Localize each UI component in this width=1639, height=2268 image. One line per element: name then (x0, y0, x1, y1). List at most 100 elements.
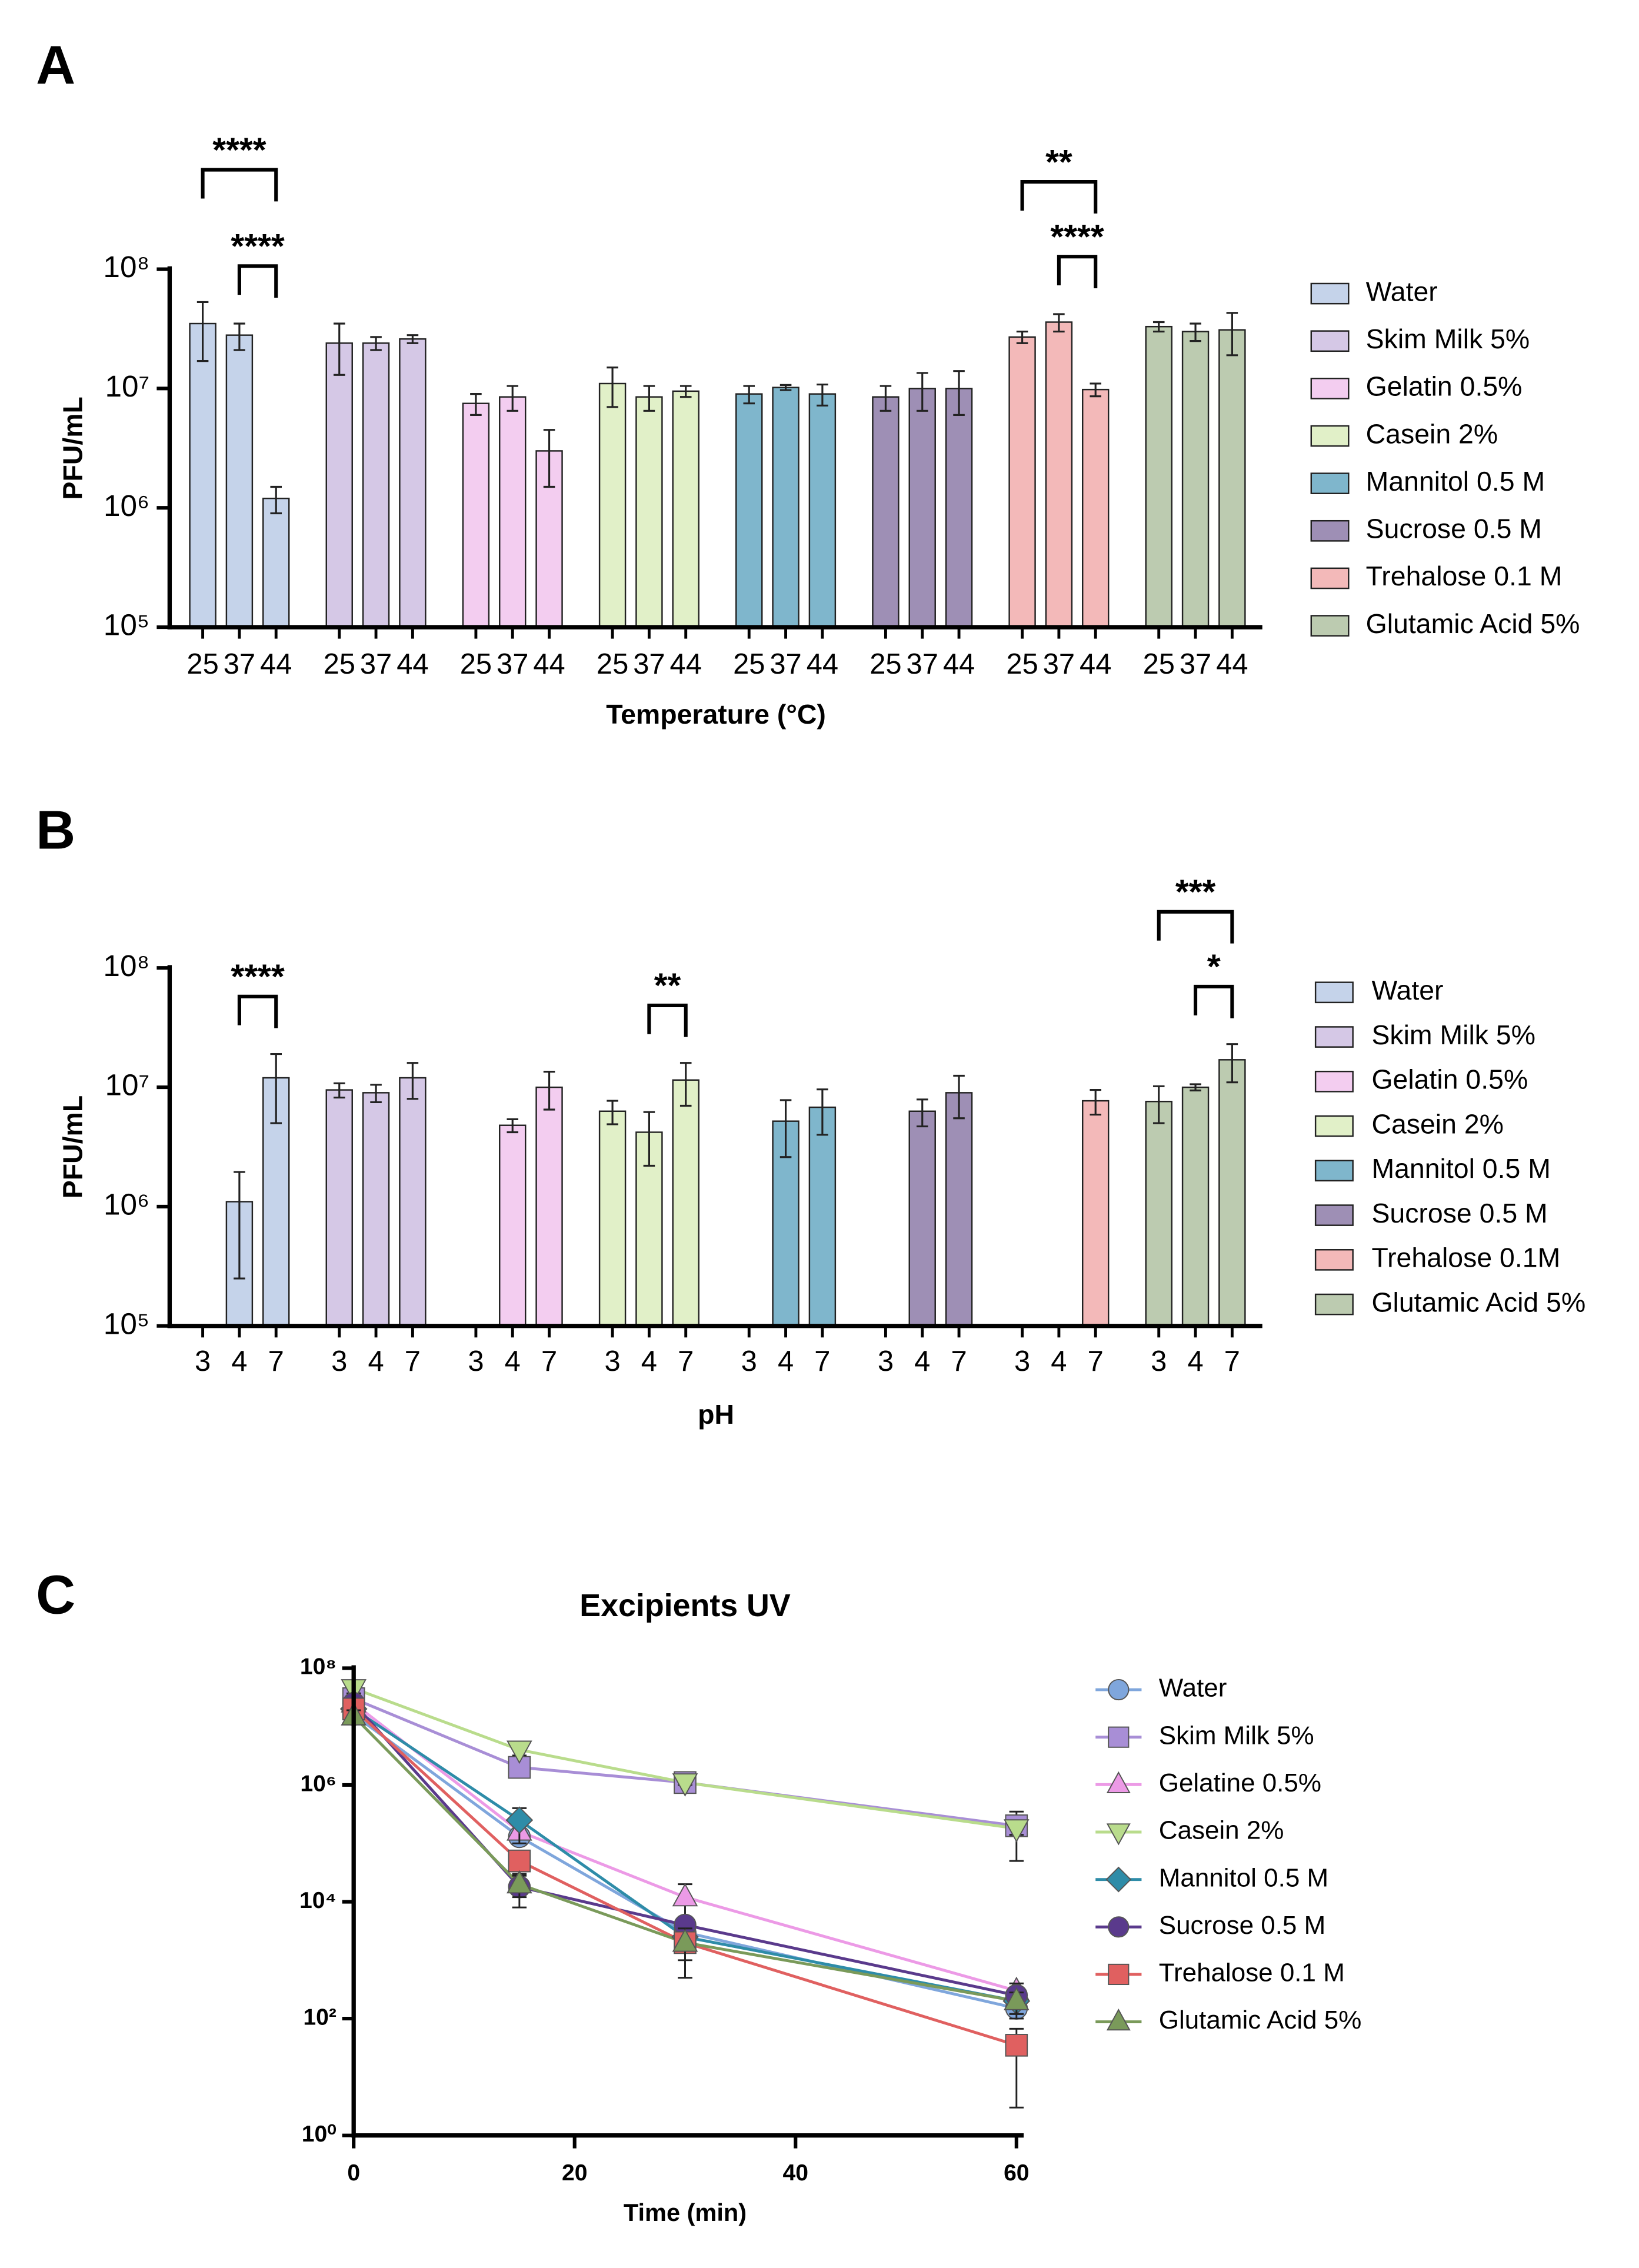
bar (945, 388, 973, 628)
x-tick-label: 20 (562, 2160, 587, 2186)
marker (672, 1928, 698, 1952)
y-tick-label: 10⁷ (105, 369, 150, 403)
significance-label: ** (654, 967, 681, 1005)
x-tick-label: 4 (1187, 1346, 1203, 1377)
bar (872, 396, 900, 628)
x-tick-label: 3 (468, 1346, 484, 1377)
legend-swatch (1314, 1115, 1354, 1137)
significance-label: **** (212, 131, 266, 169)
bar (535, 1086, 563, 1327)
significance-label: **** (1050, 218, 1104, 256)
legend-label: Glutamic Acid 5% (1159, 2006, 1362, 2034)
x-tick-label: 37 (224, 648, 255, 680)
bar (672, 1079, 699, 1327)
legend-label: Skim Milk 5% (1159, 1721, 1314, 1750)
bar (1082, 388, 1110, 628)
marker (1108, 1678, 1130, 1701)
x-tick-label: 3 (604, 1346, 620, 1377)
y-axis-label: PFU/mL (57, 397, 88, 499)
significance-bracket (1194, 984, 1234, 1018)
marker (672, 1773, 698, 1797)
legend-swatch (1314, 1249, 1354, 1271)
series-line (352, 1707, 1017, 2003)
x-tick-label: 3 (741, 1346, 757, 1377)
legend-label: Skim Milk 5% (1371, 1020, 1535, 1050)
bar (1145, 325, 1172, 628)
y-tick-label: 10⁸ (103, 250, 149, 284)
bar (672, 390, 699, 628)
bar (462, 402, 490, 628)
legend-swatch (1310, 425, 1350, 447)
marker (508, 1849, 531, 1873)
legend-label: Gelatine 0.5% (1159, 1769, 1321, 1797)
y-tick-label: 10⁸ (103, 949, 149, 983)
x-tick-label: 3 (331, 1346, 347, 1377)
x-tick-label: 37 (360, 648, 392, 680)
y-tick-label: 10⁰ (302, 2122, 337, 2147)
x-tick-label: 7 (1224, 1346, 1240, 1377)
x-tick-label: 44 (397, 648, 428, 680)
legend-label: Trehalose 0.1M (1371, 1243, 1560, 1273)
bar (1082, 1100, 1110, 1327)
y-tick-label: 10⁴ (299, 1888, 337, 1913)
bar (262, 497, 290, 628)
legend-label: Sucrose 0.5 M (1366, 514, 1542, 544)
marker (1106, 1771, 1131, 1794)
significance-bracket (1057, 255, 1098, 288)
legend-label: Gelatin 0.5% (1366, 371, 1523, 402)
bar (808, 1106, 837, 1327)
x-tick-label: 3 (1014, 1346, 1030, 1377)
marker (672, 1883, 698, 1907)
significance-label: **** (231, 958, 284, 996)
bar (908, 388, 936, 628)
x-tick-label: 7 (951, 1346, 967, 1377)
x-tick-label: 4 (505, 1346, 521, 1377)
series-line (353, 1697, 1017, 1827)
x-tick-label: 4 (914, 1346, 930, 1377)
x-axis-label: Temperature (°C) (606, 699, 826, 730)
significance-bracket (201, 168, 278, 202)
bar (772, 387, 799, 628)
marker (1003, 1819, 1030, 1843)
x-tick-label: 4 (778, 1346, 794, 1377)
x-tick-label: 44 (943, 648, 975, 680)
series-line (352, 1707, 1017, 2047)
legend-label: Mannitol 0.5 M (1371, 1153, 1550, 1184)
legend-swatch (1310, 378, 1350, 399)
series-line (352, 1702, 1017, 1997)
marker (507, 1870, 532, 1894)
x-tick-label: 25 (1143, 648, 1175, 680)
series-line (352, 1702, 1017, 1993)
legend-swatch (1314, 1293, 1354, 1315)
bar (399, 1077, 427, 1327)
x-tick-label: 37 (497, 648, 528, 680)
series-line (352, 1715, 1017, 2003)
legend-swatch (1310, 519, 1350, 542)
x-tick-label: 37 (1043, 648, 1075, 680)
legend-label: Casein 2% (1366, 418, 1498, 449)
marker (1106, 1823, 1131, 1846)
series-line (353, 1687, 1017, 1830)
x-axis-label: pH (698, 1399, 734, 1430)
x-tick-label: 44 (670, 648, 702, 680)
y-tick-label: 10⁶ (104, 1187, 149, 1221)
marker (1108, 1916, 1130, 1938)
bar (399, 338, 427, 628)
legend-swatch (1310, 472, 1350, 494)
bar (362, 1092, 390, 1327)
x-tick-label: 37 (907, 648, 938, 680)
bar (362, 342, 390, 628)
legend-label: Mannitol 0.5 M (1366, 466, 1545, 497)
x-tick-label: 44 (807, 648, 838, 680)
legend-label: Casein 2% (1159, 1816, 1284, 1845)
y-tick-label: 10⁵ (104, 1307, 149, 1340)
bar (1008, 336, 1036, 628)
legend-swatch (1314, 1026, 1354, 1048)
panel-letter: B (36, 799, 75, 860)
legend-label: Gelatin 0.5% (1371, 1064, 1528, 1095)
legend-label: Sucrose 0.5 M (1371, 1198, 1547, 1228)
bar (635, 396, 663, 628)
legend-swatch (1310, 615, 1350, 637)
marker (1105, 1866, 1132, 1893)
